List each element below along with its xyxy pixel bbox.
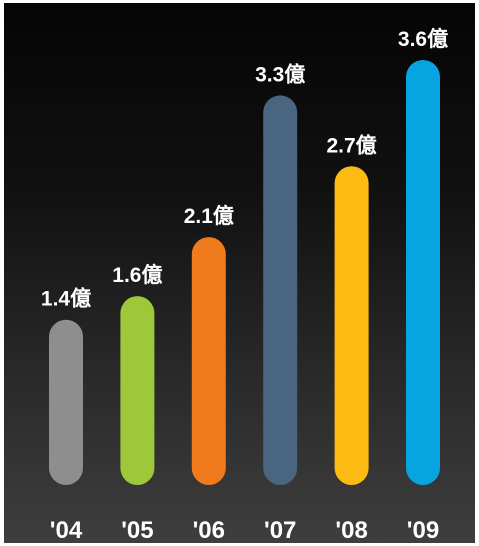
x-tick-label-1: '05	[121, 517, 153, 543]
x-tick-label-3: '07	[264, 517, 296, 543]
bar-1	[120, 296, 155, 485]
x-tick-label-5: '09	[407, 517, 439, 543]
bar-2	[191, 237, 226, 485]
bar-chart: 1.4億 1.6億 2.1億 3.3億 2.7億 3.6億 '04 '05 '06 '07 '08…	[41, 27, 448, 543]
x-tick-label-4: '08	[335, 517, 367, 543]
data-label-0: 1.4億	[41, 287, 91, 311]
bar-4	[334, 166, 369, 485]
x-tick-label-2: '06	[193, 517, 225, 543]
data-label-5: 3.6億	[398, 27, 448, 51]
data-label-1: 1.6億	[112, 263, 162, 287]
data-label-2: 2.1億	[184, 204, 234, 228]
chart-background: 1.4億 1.6億 2.1億 3.3億 2.7億 3.6億 '04 '05 '06 '07 '08…	[4, 3, 475, 543]
bar-3	[263, 95, 298, 486]
data-label-3: 3.3億	[255, 62, 305, 86]
data-label-4: 2.7億	[326, 133, 376, 157]
bar-0	[49, 319, 83, 485]
bar-5	[406, 60, 440, 485]
x-tick-label-0: '04	[50, 517, 83, 543]
